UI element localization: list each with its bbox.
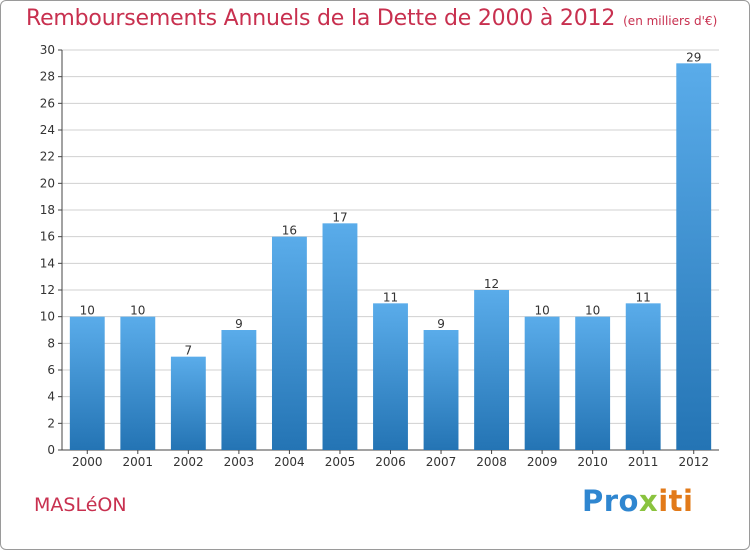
bar-2003 xyxy=(221,330,257,450)
x-tick-label: 2010 xyxy=(577,455,608,469)
y-tick-label: 6 xyxy=(47,363,55,377)
bar-2002 xyxy=(170,356,206,450)
bar-2007 xyxy=(423,330,459,450)
y-tick-label: 14 xyxy=(40,256,55,270)
x-tick-label: 2011 xyxy=(628,455,659,469)
x-tick-label: 2002 xyxy=(173,455,204,469)
chart-title: Remboursements Annuels de la Dette de 20… xyxy=(26,6,717,31)
data-label: 11 xyxy=(636,290,651,304)
data-label: 7 xyxy=(185,344,193,358)
bar-2004 xyxy=(271,236,307,450)
x-tick-label: 2006 xyxy=(375,455,406,469)
x-tick-label: 2000 xyxy=(72,455,103,469)
x-tick-label: 2001 xyxy=(123,455,154,469)
data-label: 29 xyxy=(686,50,701,64)
y-tick-label: 10 xyxy=(40,310,55,324)
y-tick-label: 8 xyxy=(47,336,55,350)
x-tick-label: 2005 xyxy=(325,455,356,469)
data-label: 10 xyxy=(80,304,95,318)
bar-2006 xyxy=(373,303,408,450)
data-label: 10 xyxy=(585,304,600,318)
y-tick-label: 20 xyxy=(40,176,55,190)
y-tick-label: 24 xyxy=(40,123,55,137)
y-tick-label: 22 xyxy=(40,150,55,164)
data-label: 16 xyxy=(282,224,297,238)
bar-2010 xyxy=(575,316,611,450)
y-tick-label: 28 xyxy=(40,70,55,84)
y-tick-label: 26 xyxy=(40,96,55,110)
bar-2005 xyxy=(322,223,358,450)
data-label: 9 xyxy=(437,317,445,331)
y-tick-label: 12 xyxy=(40,283,55,297)
town-name: MASLéON xyxy=(34,494,127,516)
bar-2000 xyxy=(69,316,105,450)
chart-title-main: Remboursements Annuels de la Dette de 20… xyxy=(26,6,616,31)
x-tick-label: 2007 xyxy=(426,455,457,469)
data-label: 11 xyxy=(383,290,398,304)
y-tick-label: 2 xyxy=(47,416,55,430)
x-tick-label: 2004 xyxy=(274,455,305,469)
logo-part-1: Pro xyxy=(582,484,639,518)
logo-part-3: iti xyxy=(658,484,694,518)
logo-part-2: x xyxy=(638,484,659,518)
x-tick-label: 2008 xyxy=(476,455,507,469)
chart-title-unit: (en milliers d'€) xyxy=(623,14,718,28)
data-label: 12 xyxy=(484,277,499,291)
y-tick-label: 0 xyxy=(47,443,55,457)
bar-2001 xyxy=(120,316,156,450)
y-tick-label: 18 xyxy=(40,203,55,217)
bar-2009 xyxy=(524,316,560,450)
data-label: 10 xyxy=(534,304,549,318)
x-tick-label: 2009 xyxy=(527,455,558,469)
proxiti-logo[interactable]: Proxiti xyxy=(582,484,693,518)
bar-2011 xyxy=(625,303,661,450)
y-tick-label: 4 xyxy=(47,390,55,404)
data-label: 10 xyxy=(130,304,145,318)
x-tick-label: 2012 xyxy=(678,455,709,469)
x-tick-label: 2003 xyxy=(224,455,255,469)
y-tick-label: 30 xyxy=(40,43,55,57)
data-label: 9 xyxy=(235,317,243,331)
y-tick-label: 16 xyxy=(40,230,55,244)
data-label: 17 xyxy=(332,210,347,224)
bar-2008 xyxy=(474,290,510,450)
bar-2012 xyxy=(676,63,712,450)
